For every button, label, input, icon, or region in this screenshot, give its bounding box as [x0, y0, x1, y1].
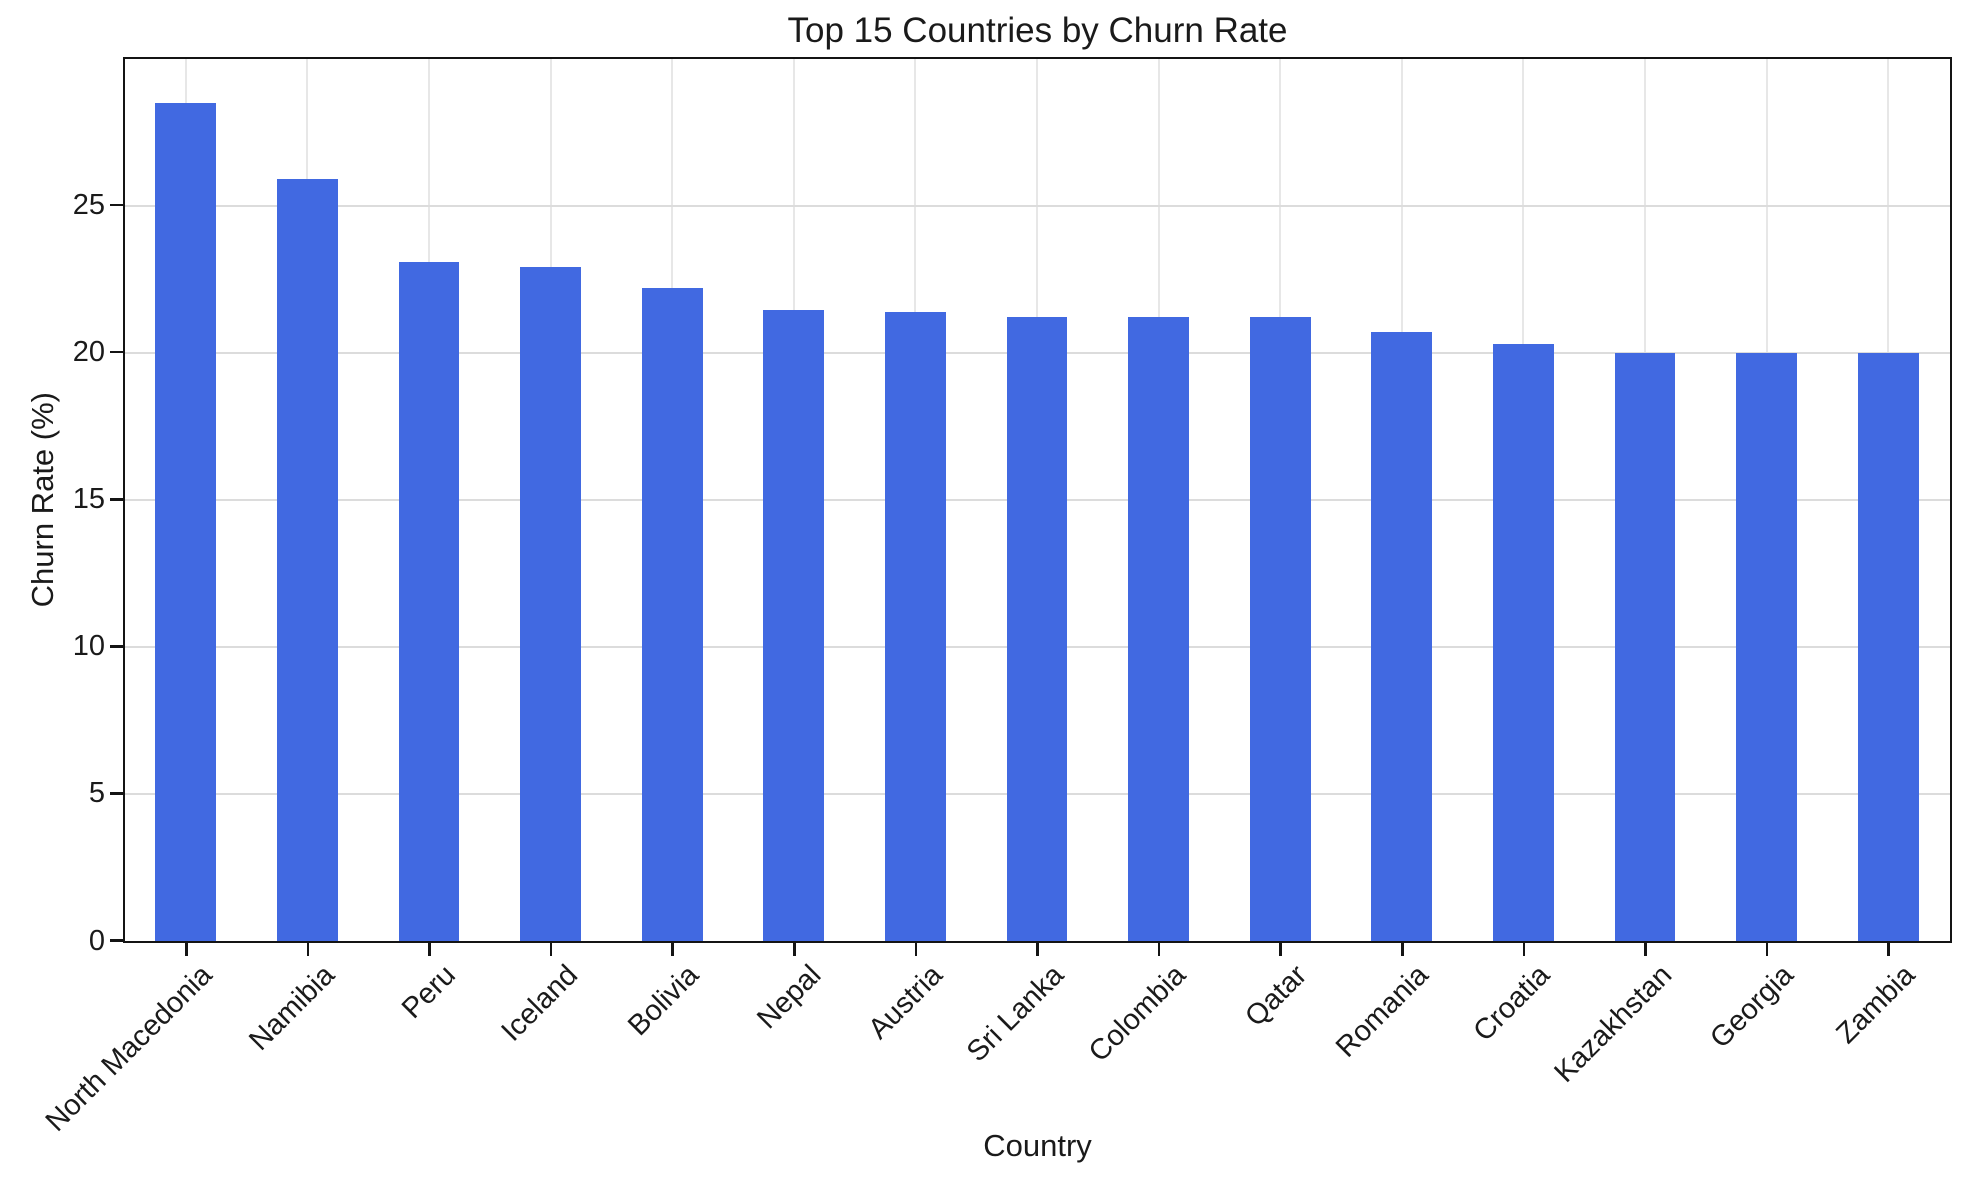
- x-tick-label-georgia: Georgia: [1704, 959, 1800, 1055]
- x-tick-mark: [428, 943, 431, 956]
- x-tick-mark: [793, 943, 796, 956]
- y-tick-mark: [110, 350, 123, 354]
- x-tick-label-peru: Peru: [396, 959, 463, 1025]
- x-tick-label-qatar: Qatar: [1239, 959, 1314, 1033]
- x-tick-mark: [671, 943, 674, 956]
- x-tick-mark: [1522, 943, 1526, 956]
- x-axis-label: Country: [983, 1128, 1092, 1163]
- x-tick-mark: [1401, 943, 1404, 956]
- bar-sri-lanka: [1006, 317, 1068, 941]
- x-tick-mark: [1279, 943, 1282, 956]
- y-tick-mark: [110, 203, 123, 207]
- x-tick-mark: [1887, 943, 1890, 956]
- y-tick-label: 10: [72, 630, 105, 663]
- y-tick-mark: [110, 792, 123, 795]
- bar-georgia: [1736, 352, 1797, 941]
- bar-iceland: [520, 267, 581, 941]
- bar-qatar: [1249, 317, 1311, 941]
- x-tick-label-colombia: Colombia: [1082, 959, 1192, 1069]
- x-tick-label-iceland: Iceland: [494, 959, 584, 1048]
- x-tick-label-croatia: Croatia: [1467, 959, 1557, 1048]
- x-tick-label-austria: Austria: [862, 959, 949, 1046]
- bar-colombia: [1128, 317, 1189, 941]
- x-tick-label-nepal: Nepal: [750, 959, 827, 1036]
- plot-area: [123, 57, 1952, 943]
- gridline-horizontal: [125, 204, 1950, 207]
- x-tick-mark: [549, 943, 553, 956]
- x-tick-mark: [1644, 943, 1647, 956]
- bar-zambia: [1857, 352, 1919, 941]
- chart-title: Top 15 Countries by Churn Rate: [787, 11, 1288, 50]
- x-tick-label-namibia: Namibia: [242, 959, 341, 1057]
- y-tick-mark: [110, 498, 123, 501]
- bar-namibia: [277, 179, 338, 941]
- x-tick-label-zambia: Zambia: [1830, 959, 1922, 1051]
- x-tick-label-north-macedonia: North Macedonia: [40, 959, 219, 1138]
- y-tick-label: 0: [88, 924, 105, 957]
- x-tick-mark: [185, 943, 188, 956]
- bar-croatia: [1493, 343, 1554, 941]
- x-tick-mark: [914, 943, 918, 956]
- y-tick-label: 15: [72, 483, 105, 516]
- x-tick-mark: [1036, 943, 1039, 956]
- x-tick-mark: [1157, 943, 1161, 956]
- y-tick-label: 5: [88, 777, 105, 810]
- y-tick-label: 20: [72, 336, 105, 369]
- bar-kazakhstan: [1614, 352, 1676, 941]
- bar-nepal: [763, 310, 825, 941]
- x-tick-label-bolivia: Bolivia: [622, 959, 706, 1043]
- x-tick-mark: [1765, 943, 1769, 956]
- bar-bolivia: [641, 287, 703, 941]
- x-tick-mark: [306, 943, 310, 956]
- bar-peru: [398, 261, 460, 941]
- y-tick-mark: [110, 645, 123, 648]
- x-tick-label-kazakhstan: Kazakhstan: [1548, 959, 1679, 1089]
- bar-austria: [885, 311, 946, 941]
- x-tick-label-sri-lanka: Sri Lanka: [960, 959, 1071, 1069]
- x-tick-label-romania: Romania: [1330, 959, 1435, 1064]
- y-tick-mark: [110, 939, 123, 942]
- y-tick-label: 25: [72, 189, 105, 222]
- bar-romania: [1371, 332, 1433, 941]
- bar-north-macedonia: [155, 102, 217, 941]
